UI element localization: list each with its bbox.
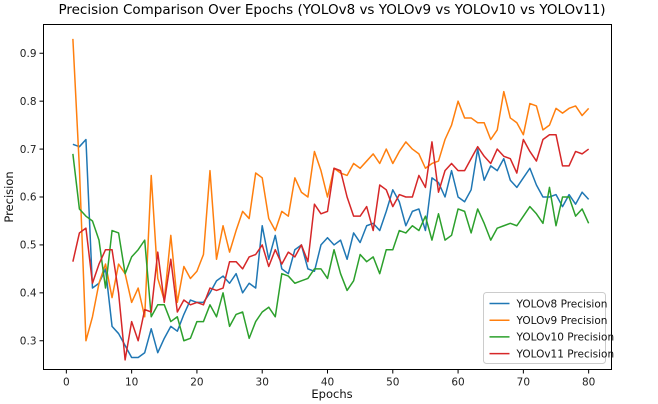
- y-tick-label: 0.4: [20, 288, 37, 300]
- x-tick-label: 70: [517, 377, 530, 389]
- axes: 0 10 20 30 40 50 60 70 80 0.3 0.4 0.5 0.6 0.7 0.8 0.9: [20, 48, 596, 389]
- x-tick-label: 30: [256, 377, 269, 389]
- series-line-1: [72, 138, 590, 359]
- legend-box: [483, 292, 606, 364]
- x-tick-label: 40: [321, 377, 334, 389]
- plot-area: [72, 38, 590, 361]
- x-tick-label: 80: [582, 377, 595, 389]
- y-tick-label: 0.3: [20, 335, 37, 347]
- x-tick-label: 50: [386, 377, 399, 389]
- chart-title: Precision Comparison Over Epochs (YOLOv8…: [58, 2, 605, 18]
- y-tick-label: 0.7: [20, 144, 37, 156]
- legend-label-2: YOLOv9 Precision: [516, 315, 608, 327]
- x-tick-label: 20: [190, 377, 203, 389]
- series-line-3: [72, 153, 590, 342]
- x-axis-label: Epochs: [311, 387, 352, 401]
- y-tick-label: 0.5: [20, 240, 37, 252]
- x-tick-label: 10: [125, 377, 138, 389]
- legend-label-1: YOLOv8 Precision: [516, 298, 608, 310]
- y-tick-label: 0.8: [20, 96, 37, 108]
- x-tick-label: 0: [63, 377, 70, 389]
- legend: YOLOv8 Precision YOLOv9 Precision YOLOv10 …: [483, 292, 615, 364]
- series-line-2: [72, 38, 590, 342]
- legend-label-4: YOLOv11 Precision: [516, 348, 615, 360]
- y-tick-label: 0.9: [20, 48, 37, 60]
- y-axis-label: Precision: [2, 171, 16, 222]
- x-tick-label: 60: [451, 377, 464, 389]
- y-tick-label: 0.6: [20, 192, 37, 204]
- series-line-4: [72, 133, 590, 361]
- legend-label-3: YOLOv10 Precision: [516, 332, 615, 344]
